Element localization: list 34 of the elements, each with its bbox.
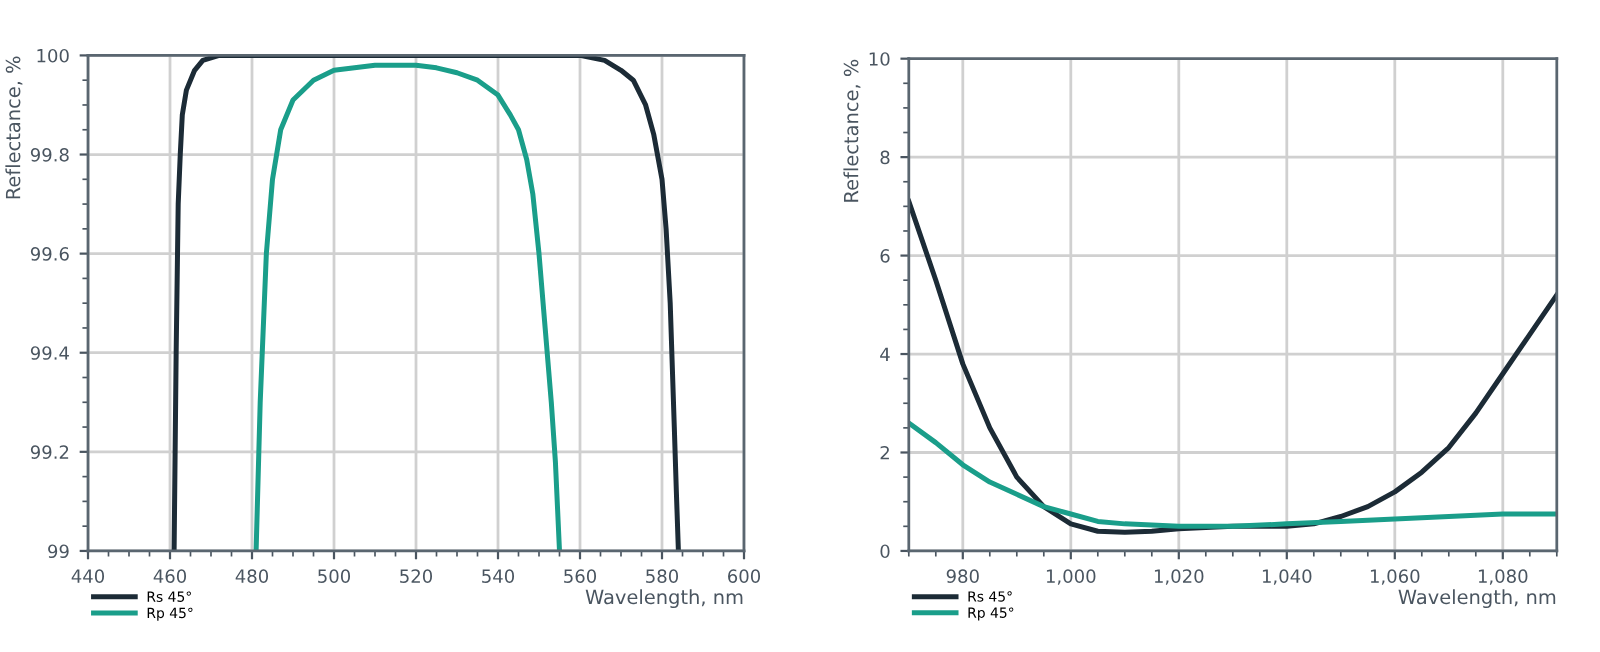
x-tick-label: 460 xyxy=(153,569,187,583)
y-tick-label: 99.2 xyxy=(30,445,69,459)
x-tick-label: 440 xyxy=(71,569,105,583)
x-tick-label: 600 xyxy=(728,569,761,583)
y-tick-label: 4 xyxy=(880,347,890,361)
line-series xyxy=(908,420,1557,529)
y-tick-label: 100 xyxy=(37,48,69,63)
x-tick-label: 1,080 xyxy=(1478,569,1528,585)
y-tick-label: 0 xyxy=(880,544,890,559)
y-tick-label: 99.4 xyxy=(30,346,69,360)
x-tick-label: 540 xyxy=(482,569,515,583)
y-tick-label: 6 xyxy=(880,249,890,263)
y-tick-label: 99.6 xyxy=(30,247,69,261)
y-axis-title: Reflectance, % xyxy=(843,59,861,202)
x-tick-label: 1,040 xyxy=(1262,569,1312,585)
y-axis-title: Reflectance, % xyxy=(5,56,23,199)
x-tick-label: 580 xyxy=(646,569,679,583)
x-tick-label: 520 xyxy=(400,569,433,583)
x-tick-label: 480 xyxy=(235,569,269,583)
x-tick-label: 1,000 xyxy=(1046,569,1096,585)
line-series xyxy=(171,55,681,551)
x-tick-label: 980 xyxy=(946,569,979,583)
line-series xyxy=(253,62,562,551)
y-tick-label: 99 xyxy=(48,544,69,559)
y-tick-label: 10 xyxy=(869,52,890,66)
x-tick-label: 560 xyxy=(564,569,597,583)
y-tick-label: 2 xyxy=(880,445,889,460)
x-tick-label: 1,020 xyxy=(1154,569,1204,585)
x-tick-label: 500 xyxy=(318,569,351,583)
y-tick-label: 8 xyxy=(880,150,890,165)
x-axis-title: Wavelength, nm xyxy=(1398,589,1556,609)
y-tick-label: 99.8 xyxy=(30,147,69,162)
x-axis-title: Wavelength, nm xyxy=(585,589,743,609)
x-tick-label: 1,060 xyxy=(1370,569,1420,585)
